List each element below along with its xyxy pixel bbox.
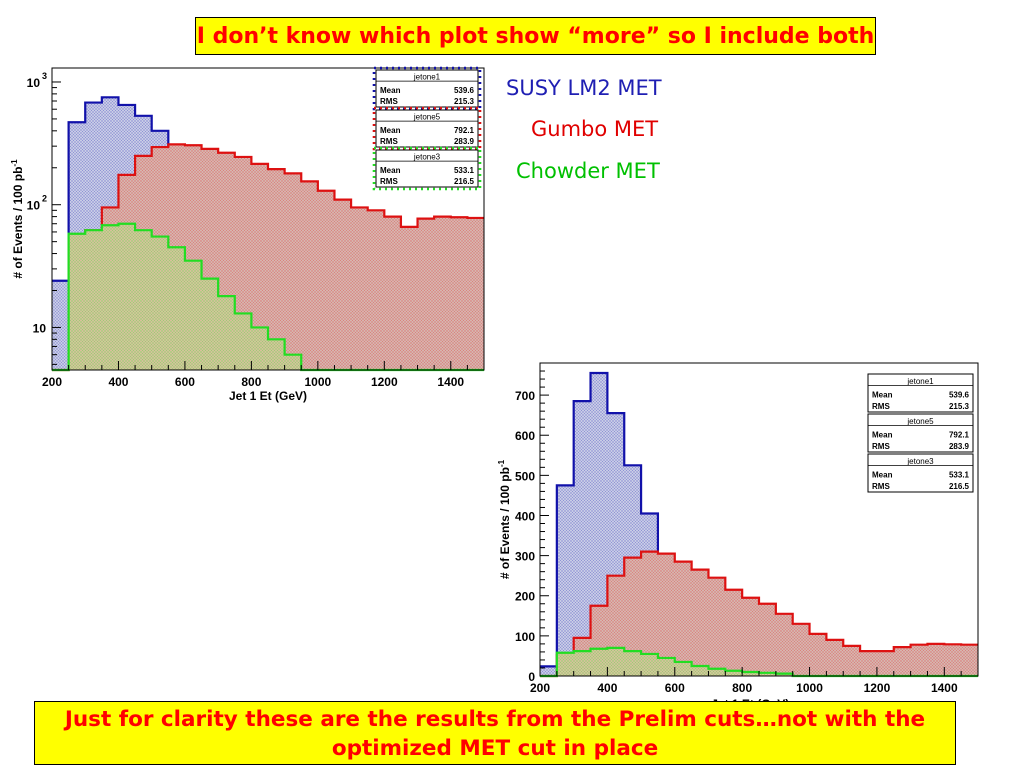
x-tick-label: 1000 (304, 375, 331, 389)
stats-box-frame (867, 413, 974, 453)
footer-note-line-1: Just for clarity these are the results f… (64, 707, 926, 732)
stats-box-highlight (372, 66, 482, 111)
x-tick-label: 800 (241, 375, 261, 389)
stats-mean-value: 533.1 (949, 471, 970, 480)
stats-box-title: jetone5 (906, 417, 934, 426)
y-axis-label-exponent: -1 (10, 159, 19, 167)
y-tick-label: 10 (27, 199, 41, 213)
stats-mean-value: 792.1 (949, 431, 970, 440)
stats-mean-label: Mean (380, 126, 401, 135)
y-tick-label: 700 (515, 389, 535, 403)
legend-gumbo-met-label: Gumbo MET (531, 117, 659, 141)
stats-box-highlight (372, 146, 482, 191)
y-tick-label: 100 (515, 630, 535, 644)
stats-box-jetone1: jetone1 Mean 539.6 RMS 215.3 (372, 66, 482, 111)
y-tick-label: 500 (515, 469, 535, 483)
x-tick-label: 600 (665, 681, 685, 695)
stats-box-jetone5: jetone5 Mean 792.1 RMS 283.9 (372, 106, 482, 151)
stats-rms-label: RMS (872, 442, 890, 451)
stats-rms-label: RMS (380, 137, 398, 146)
y-tick-label: 10 (27, 76, 41, 90)
stats-rms-label: RMS (872, 482, 890, 491)
x-tick-label: 400 (108, 375, 128, 389)
stats-rms-value: 216.5 (454, 177, 475, 186)
stats-box-jetone5: jetone5 Mean 792.1 RMS 283.9 (867, 413, 974, 453)
stats-rms-value: 283.9 (949, 442, 970, 451)
stats-rms-label: RMS (380, 97, 398, 106)
stats-mean-label: Mean (872, 431, 893, 440)
x-tick-label: 800 (732, 681, 752, 695)
legend-gumbo-met: Gumbo MET (531, 117, 658, 141)
y-tick-exponent: 3 (42, 71, 47, 81)
x-tick-label: 1400 (437, 375, 464, 389)
legend-susy-lm2-met-label: SUSY LM2 MET (506, 76, 662, 100)
stats-box-title: jetone3 (413, 153, 441, 162)
x-axis-label: Jet 1 Et (GeV) (229, 389, 307, 403)
y-tick-label: 200 (515, 590, 535, 604)
stats-box-frame (375, 69, 479, 108)
stats-box-jetone1: jetone1 Mean 539.6 RMS 215.3 (867, 373, 974, 413)
stats-box-jetone3: jetone3 Mean 533.1 RMS 216.5 (867, 453, 974, 493)
stats-rms-value: 283.9 (454, 137, 475, 146)
stats-mean-value: 533.1 (454, 166, 475, 175)
y-axis-label: # of Events / 100 pb-1 (497, 459, 512, 579)
series-jetone5-fill (540, 551, 978, 676)
stats-box-frame (867, 453, 974, 493)
stats-box-frame (375, 149, 479, 188)
x-tick-label: 200 (42, 375, 62, 389)
series-jetone5-line (540, 550, 978, 678)
footer-note: Just for clarity these are the results f… (34, 701, 956, 765)
stats-mean-label: Mean (872, 391, 893, 400)
stats-mean-value: 792.1 (454, 126, 475, 135)
stats-mean-value: 539.6 (454, 86, 475, 95)
slide-title-text: I don’t know which plot show “more” so I… (196, 23, 875, 49)
footer-note-line-2: optimized MET cut in place (331, 736, 659, 761)
y-tick-label: 600 (515, 429, 535, 443)
stats-rms-label: RMS (380, 177, 398, 186)
stats-rms-value: 216.5 (949, 482, 970, 491)
series-jetone5-line (52, 143, 484, 372)
legend-chowder-met: Chowder MET (516, 159, 660, 183)
stats-mean-label: Mean (380, 166, 401, 175)
y-tick-label: 0 (528, 670, 535, 684)
stats-box-highlight (372, 106, 482, 151)
x-tick-label: 1200 (864, 681, 891, 695)
y-tick-label: 10 (33, 321, 47, 335)
stats-rms-label: RMS (872, 402, 890, 411)
stats-rms-value: 215.3 (454, 97, 475, 106)
slide-title: I don’t know which plot show “more” so I… (195, 17, 876, 55)
y-tick-label: 300 (515, 550, 535, 564)
legend-susy-lm2-met: SUSY LM2 MET (506, 76, 662, 100)
y-tick-label: 400 (515, 509, 535, 523)
y-tick-exponent: 2 (42, 194, 47, 204)
x-tick-label: 200 (530, 681, 550, 695)
legend-chowder-met-label: Chowder MET (516, 159, 660, 183)
stats-box-frame (867, 373, 974, 413)
y-axis-label: # of Events / 100 pb-1 (10, 159, 25, 279)
stats-mean-value: 539.6 (949, 391, 970, 400)
x-tick-label: 1400 (931, 681, 958, 695)
y-axis-label-exponent: -1 (497, 459, 506, 467)
linear-scale-histogram: 200 400 600 800 1000 1200 1400 0 100 200 300 400 500… (497, 362, 979, 711)
stats-rms-value: 215.3 (949, 402, 970, 411)
stats-box-jetone3: jetone3 Mean 533.1 RMS 216.5 (372, 146, 482, 191)
x-tick-label: 1000 (796, 681, 823, 695)
x-tick-label: 400 (597, 681, 617, 695)
stats-mean-label: Mean (872, 471, 893, 480)
stats-box-frame (375, 109, 479, 148)
stats-mean-label: Mean (380, 86, 401, 95)
stats-box-title: jetone1 (413, 73, 441, 82)
x-tick-label: 1200 (371, 375, 398, 389)
x-tick-label: 600 (175, 375, 195, 389)
series-jetone3-fill (52, 223, 484, 370)
stats-box-title: jetone3 (906, 457, 934, 466)
stats-box-title: jetone5 (413, 113, 441, 122)
stats-box-title: jetone1 (906, 377, 934, 386)
